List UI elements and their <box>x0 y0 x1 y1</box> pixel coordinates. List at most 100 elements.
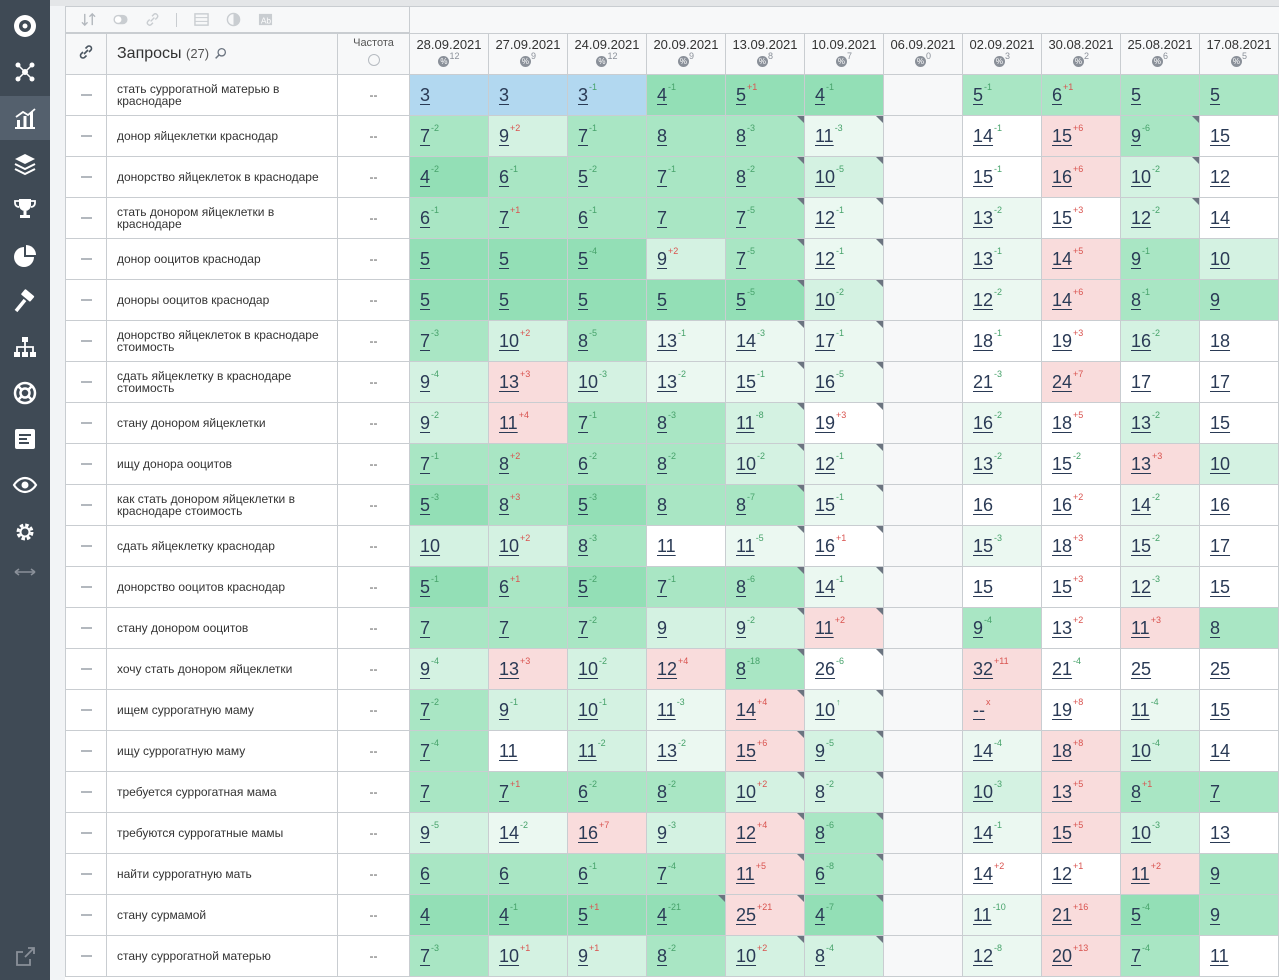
position-cell[interactable]: 14+5 <box>1041 238 1121 280</box>
position-value[interactable]: 15 <box>1131 535 1152 556</box>
position-value[interactable]: 13 <box>1210 822 1231 843</box>
position-cell[interactable]: 12+4 <box>646 648 726 690</box>
position-cell[interactable]: 6-1 <box>567 853 647 895</box>
position-cell[interactable]: 8+2 <box>488 443 568 485</box>
position-cell[interactable]: 8-2 <box>725 156 805 198</box>
position-cell[interactable]: 13+3 <box>488 361 568 403</box>
position-cell[interactable]: --x <box>962 689 1042 731</box>
position-value[interactable]: 7 <box>420 945 431 966</box>
position-cell[interactable]: 11-3 <box>646 689 726 731</box>
position-value[interactable]: 21 <box>973 371 994 392</box>
position-cell[interactable]: 14-1 <box>962 812 1042 854</box>
position-cell[interactable]: 6 <box>488 853 568 895</box>
position-cell[interactable]: 10-1 <box>567 689 647 731</box>
position-cell[interactable]: 10-2 <box>804 279 884 321</box>
position-cell[interactable]: 16+6 <box>1041 156 1121 198</box>
position-cell[interactable]: 11-10 <box>962 894 1042 936</box>
position-cell[interactable]: 15+6 <box>725 730 805 772</box>
position-value[interactable]: 9 <box>420 412 431 433</box>
row-select[interactable] <box>65 361 107 403</box>
position-value[interactable]: 5 <box>420 494 431 515</box>
position-value[interactable]: 8 <box>657 125 668 146</box>
position-cell[interactable]: 7-1 <box>646 156 726 198</box>
position-cell[interactable]: 7-1 <box>646 566 726 608</box>
position-value[interactable]: 11 <box>815 125 834 146</box>
position-cell[interactable]: 8-18 <box>725 648 805 690</box>
position-cell[interactable]: 12 <box>1199 156 1279 198</box>
position-value[interactable]: 12 <box>815 207 836 228</box>
minus-icon[interactable] <box>80 503 92 506</box>
position-cell[interactable]: 10-2 <box>567 648 647 690</box>
position-value[interactable]: 8 <box>1131 781 1142 802</box>
position-value[interactable]: 8 <box>499 453 510 474</box>
position-cell[interactable]: 11-5 <box>725 525 805 567</box>
position-cell[interactable]: 9-2 <box>725 607 805 649</box>
sidebar-item-share-nodes[interactable] <box>0 50 50 94</box>
position-cell[interactable]: 4 <box>409 894 489 936</box>
position-cell[interactable]: 6-8 <box>804 853 884 895</box>
position-value[interactable]: 11 <box>1131 617 1150 638</box>
position-value[interactable]: 14 <box>973 822 994 843</box>
minus-icon[interactable] <box>80 257 92 260</box>
position-value[interactable]: 7 <box>578 412 589 433</box>
minus-icon[interactable] <box>80 626 92 629</box>
minus-icon[interactable] <box>80 913 92 916</box>
position-cell[interactable]: 10-3 <box>567 361 647 403</box>
position-cell[interactable]: 16-2 <box>962 402 1042 444</box>
position-value[interactable]: 8 <box>1131 289 1142 310</box>
position-cell[interactable]: 11 <box>646 525 726 567</box>
date-column-header[interactable]: 02.09.2021 %3 <box>962 33 1042 75</box>
contrast-icon[interactable] <box>225 12 241 27</box>
position-cell[interactable]: 11+2 <box>804 607 884 649</box>
position-cell[interactable]: 16 <box>1199 484 1279 526</box>
percent-icon[interactable]: % <box>596 56 608 68</box>
position-cell[interactable]: 4-7 <box>804 894 884 936</box>
position-cell[interactable]: 12-1 <box>804 238 884 280</box>
position-value[interactable]: 3 <box>499 84 510 105</box>
position-cell[interactable]: 11-4 <box>1120 689 1200 731</box>
position-value[interactable]: 17 <box>1131 371 1152 392</box>
position-cell[interactable]: 5-3 <box>409 484 489 526</box>
position-value[interactable]: 5 <box>973 84 984 105</box>
position-cell[interactable]: 15-1 <box>962 156 1042 198</box>
position-cell[interactable]: 16+1 <box>804 525 884 567</box>
position-value[interactable]: 15 <box>1052 207 1073 228</box>
text-size-icon[interactable]: Ab <box>257 13 273 27</box>
position-value[interactable]: 15 <box>1052 576 1073 597</box>
position-value[interactable]: 9 <box>499 699 510 720</box>
position-cell[interactable]: 14-3 <box>725 320 805 362</box>
position-value[interactable]: 11 <box>815 617 834 638</box>
position-value[interactable]: 4 <box>499 904 510 925</box>
percent-icon[interactable]: % <box>519 56 531 68</box>
position-value[interactable]: 4 <box>657 84 668 105</box>
position-value[interactable]: 9 <box>420 822 431 843</box>
position-value[interactable]: 6 <box>499 576 510 597</box>
position-value[interactable]: 9 <box>499 125 510 146</box>
position-value[interactable]: 14 <box>736 699 757 720</box>
position-value[interactable]: 14 <box>499 822 520 843</box>
position-cell[interactable]: 10+2 <box>488 320 568 362</box>
position-cell[interactable]: 8-2 <box>646 443 726 485</box>
position-cell[interactable]: 18+5 <box>1041 402 1121 444</box>
position-value[interactable]: 8 <box>736 494 747 515</box>
position-value[interactable]: 15 <box>1052 125 1073 146</box>
position-cell[interactable]: 6-2 <box>567 771 647 813</box>
minus-icon[interactable] <box>80 134 92 137</box>
date-column-header[interactable]: 24.09.2021 %12 <box>567 33 647 75</box>
minus-icon[interactable] <box>80 831 92 834</box>
position-value[interactable]: 14 <box>973 125 994 146</box>
position-value[interactable]: 7 <box>736 207 747 228</box>
position-cell[interactable]: 9+2 <box>488 115 568 157</box>
position-cell[interactable]: 9 <box>1199 894 1279 936</box>
position-cell[interactable]: 17 <box>1199 361 1279 403</box>
percent-icon[interactable]: % <box>756 56 768 68</box>
position-cell[interactable]: 6-1 <box>488 156 568 198</box>
position-cell[interactable]: 11+4 <box>488 402 568 444</box>
row-select[interactable] <box>65 115 107 157</box>
position-value[interactable]: 15 <box>1210 699 1231 720</box>
position-cell[interactable]: 5+1 <box>725 74 805 116</box>
position-value[interactable]: 5 <box>578 904 589 925</box>
position-cell[interactable]: 8-1 <box>1120 279 1200 321</box>
position-value[interactable]: 12 <box>815 453 836 474</box>
position-cell[interactable]: 6+1 <box>488 566 568 608</box>
